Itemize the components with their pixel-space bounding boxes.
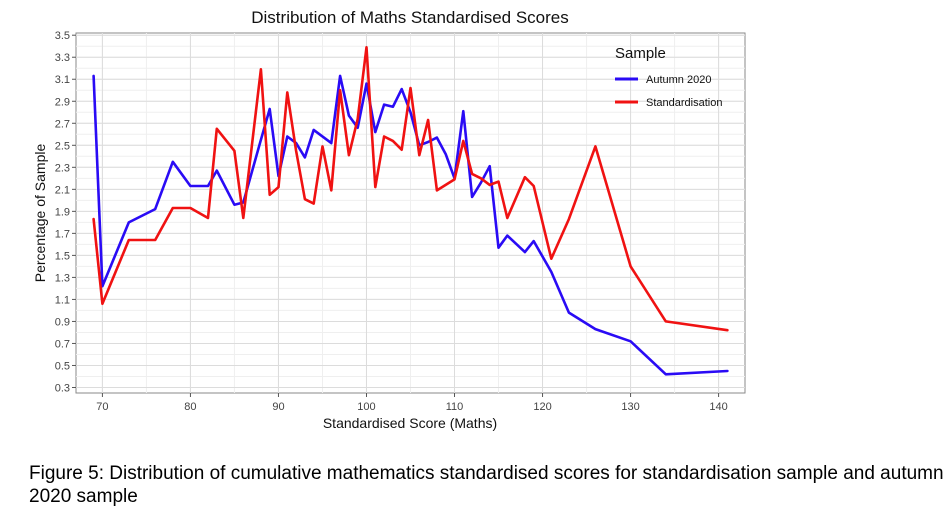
y-tick-label: 0.7	[55, 338, 70, 350]
y-tick-label: 1.3	[55, 272, 70, 284]
y-tick-label: 2.9	[55, 96, 70, 108]
y-tick-label: 3.3	[55, 52, 70, 64]
y-tick-label: 0.9	[55, 316, 70, 328]
line-chart: Distribution of Maths Standardised Score…	[32, 8, 746, 431]
y-axis-label: Percentage of Sample	[32, 144, 48, 283]
series-line-standardisation	[92, 45, 729, 332]
y-tick-label: 1.7	[55, 228, 70, 240]
y-tick-label: 3.5	[55, 30, 70, 42]
y-tick-label: 0.5	[55, 360, 70, 372]
x-tick-label: 140	[709, 401, 727, 413]
y-tick-label: 2.3	[55, 162, 70, 174]
y-tick-label: 2.7	[55, 118, 70, 130]
y-tick-label: 1.9	[55, 206, 70, 218]
x-tick-label: 100	[357, 401, 375, 413]
x-axis: 70 80 90 100 110 120 130 140	[96, 393, 728, 413]
x-tick-label: 110	[446, 401, 464, 413]
chart-title: Distribution of Maths Standardised Score…	[251, 8, 569, 27]
x-axis-label: Standardised Score (Maths)	[323, 415, 497, 431]
y-tick-label: 3.1	[55, 74, 70, 86]
figure-caption: Figure 5: Distribution of cumulative mat…	[29, 463, 944, 507]
legend: Sample Autumn 2020 Standardisation	[615, 45, 722, 109]
x-tick-label: 80	[184, 401, 196, 413]
y-tick-label: 1.1	[55, 294, 70, 306]
y-axis: 0.3 0.5 0.7 0.9 1.1 1.3 1.5 1.7 1.9 2.1 2.3 2.5 2.7 2…	[55, 30, 76, 394]
y-tick-label: 0.3	[55, 382, 70, 394]
legend-title: Sample	[615, 45, 666, 62]
x-tick-label: 70	[96, 401, 108, 413]
major-grid	[76, 33, 745, 393]
series-line-autumn-2020	[92, 74, 729, 376]
y-tick-label: 2.5	[55, 140, 70, 152]
y-tick-label: 2.1	[55, 184, 70, 196]
x-tick-label: 120	[533, 401, 551, 413]
series-lines	[92, 45, 729, 376]
legend-label-standardisation: Standardisation	[646, 97, 722, 109]
y-tick-label: 1.5	[55, 250, 70, 262]
x-tick-label: 90	[272, 401, 284, 413]
legend-label-autumn-2020: Autumn 2020	[646, 74, 711, 86]
x-tick-label: 130	[621, 401, 639, 413]
